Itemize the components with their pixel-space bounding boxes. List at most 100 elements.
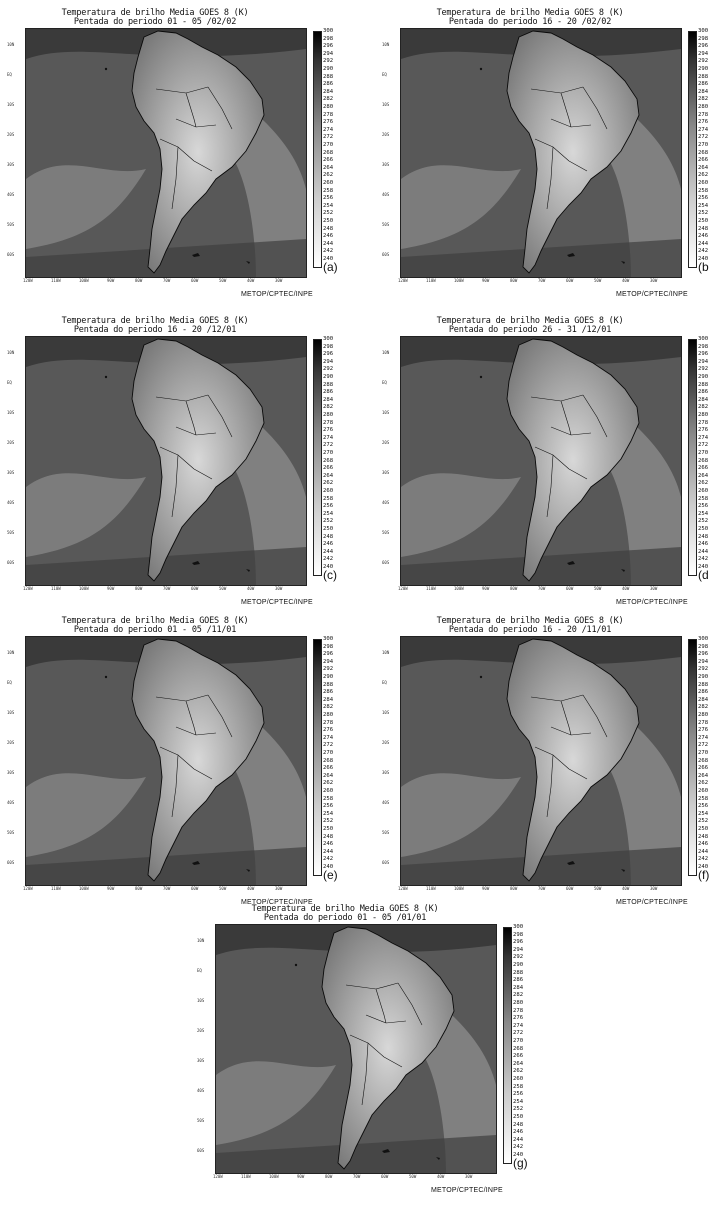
colorbar-tick: 300 [513, 924, 524, 930]
longitude-label: 40W [247, 278, 255, 283]
longitude-label: 40W [622, 886, 630, 891]
latitude-label: 10S [7, 410, 15, 415]
colorbar-tick: 286 [323, 81, 334, 88]
colorbar-tick: 292 [513, 954, 524, 961]
colorbar-tick: 264 [323, 164, 334, 171]
latitude-label: EQ [7, 380, 12, 385]
colorbar-tick: 264 [513, 1060, 524, 1067]
latitude-label: 10S [382, 102, 390, 107]
colorbar-tick: 280 [698, 104, 709, 110]
satellite-map [25, 336, 307, 586]
colorbar-tick: 262 [323, 780, 334, 787]
longitude-label: 90W [482, 886, 490, 891]
latitude-label: 10N [7, 350, 15, 355]
colorbar-tick: 278 [513, 1007, 524, 1014]
colorbar-tick: 248 [698, 225, 709, 232]
latitude-label: 10N [7, 650, 15, 655]
latitude-label: 40S [7, 800, 15, 805]
longitude-label: 120W [398, 278, 408, 283]
latitude-label: 10N [7, 42, 15, 47]
colorbar-tick: 278 [698, 111, 709, 118]
latitude-label: 40S [197, 1088, 205, 1093]
colorbar-tick: 268 [698, 757, 709, 764]
colorbar-tick: 256 [698, 195, 709, 202]
longitude-label: 70W [538, 278, 546, 283]
colorbar-tick: 282 [698, 704, 709, 711]
longitude-label: 120W [23, 586, 33, 591]
latitude-label: 40S [382, 800, 390, 805]
colorbar-tick: 274 [698, 126, 709, 133]
panel-d: Temperatura de brilho Media GOES 8 (K) Pe… [380, 316, 720, 616]
colorbar-tick: 254 [513, 1098, 524, 1105]
longitude-label: 30W [275, 886, 283, 891]
colorbar [688, 339, 697, 576]
colorbar-tick: 298 [513, 931, 524, 938]
colorbar-tick: 244 [513, 1136, 524, 1143]
colorbar-tick: 260 [513, 1076, 524, 1082]
colorbar-tick: 286 [323, 689, 334, 696]
colorbar-tick: 272 [323, 742, 334, 749]
colorbar-tick: 268 [323, 757, 334, 764]
longitude-label: 100W [79, 886, 89, 891]
colorbar-tick: 252 [513, 1106, 524, 1113]
colorbar-tick: 250 [698, 526, 709, 532]
latitude-label: 30S [197, 1058, 205, 1063]
longitude-label: 50W [594, 586, 602, 591]
colorbar-tick: 298 [323, 35, 334, 42]
colorbar-tick: 278 [698, 419, 709, 426]
latitude-label: 30S [382, 162, 390, 167]
latitude-label: 60S [382, 252, 390, 257]
colorbar-tick: 300 [323, 28, 334, 34]
colorbar-tick: 256 [323, 803, 334, 810]
longitude-label: 90W [482, 278, 490, 283]
colorbar-tick: 244 [698, 848, 709, 855]
colorbar-tick: 298 [323, 343, 334, 350]
colorbar-tick: 252 [698, 518, 709, 525]
longitude-label: 100W [79, 586, 89, 591]
colorbar-tick: 266 [698, 465, 709, 472]
satellite-map [400, 636, 682, 886]
colorbar-tick: 242 [698, 248, 709, 255]
longitude-label: 80W [135, 886, 143, 891]
colorbar-tick: 288 [698, 381, 709, 388]
latitude-label: 50S [382, 530, 390, 535]
colorbar-tick: 256 [323, 195, 334, 202]
colorbar-tick: 268 [513, 1045, 524, 1052]
colorbar-tick: 290 [698, 674, 709, 680]
latitude-label: 20S [382, 440, 390, 445]
longitude-label: 30W [650, 586, 658, 591]
colorbar-tick: 290 [698, 374, 709, 380]
panel-label: (c) [323, 568, 337, 582]
colorbar-tick: 242 [323, 556, 334, 563]
credit-text: METOP/CPTEC/INPE [241, 599, 313, 606]
colorbar-tick: 264 [698, 164, 709, 171]
longitude-label: 40W [622, 278, 630, 283]
colorbar-tick: 272 [323, 134, 334, 141]
colorbar-tick: 282 [323, 96, 334, 103]
longitude-label: 70W [538, 886, 546, 891]
longitude-label: 40W [437, 1174, 445, 1179]
colorbar-tick: 300 [323, 636, 334, 642]
credit-text: METOP/CPTEC/INPE [616, 899, 688, 906]
colorbar-tick: 252 [698, 818, 709, 825]
colorbar-tick: 266 [323, 765, 334, 772]
latitude-label: 40S [382, 192, 390, 197]
map-title: Temperatura de brilho Media GOES 8 (K) [251, 904, 439, 914]
satellite-map [400, 28, 682, 278]
colorbar-tick: 284 [698, 696, 709, 703]
credit-text: METOP/CPTEC/INPE [616, 291, 688, 298]
latitude-label: 10S [382, 710, 390, 715]
panel-label: (b [698, 260, 709, 274]
latitude-label: 60S [382, 860, 390, 865]
latitude-label: 50S [197, 1118, 205, 1123]
colorbar-tick: 278 [323, 719, 334, 726]
latitude-label: 30S [382, 770, 390, 775]
colorbar-tick: 240 [323, 564, 334, 570]
colorbar-tick: 254 [323, 202, 334, 209]
colorbar-tick: 280 [323, 412, 334, 418]
colorbar-tick: 284 [698, 88, 709, 95]
longitude-label: 120W [23, 886, 33, 891]
colorbar-tick: 286 [698, 389, 709, 396]
colorbar-tick: 296 [698, 43, 709, 50]
colorbar-tick: 276 [698, 727, 709, 734]
